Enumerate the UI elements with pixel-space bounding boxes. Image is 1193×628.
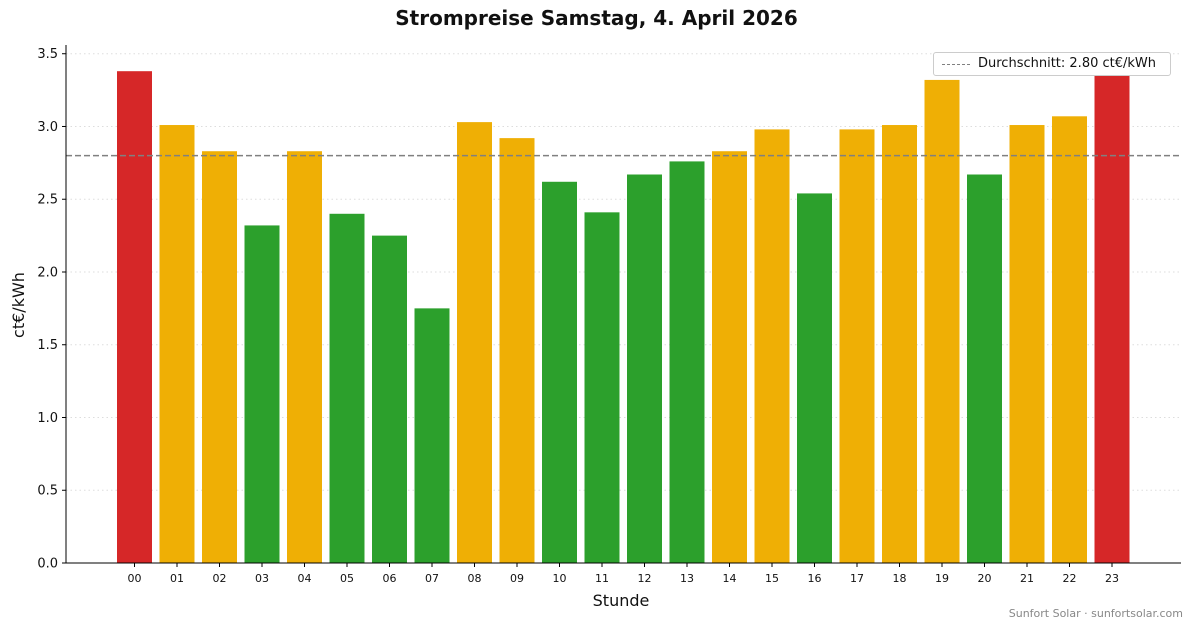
y-tick-label: 0.5 (37, 484, 58, 499)
bar-17 (839, 129, 875, 564)
footer-credit: Sunfort Solar · sunfortsolar.com (1008, 607, 1183, 620)
y-tick-label: 2.5 (37, 193, 58, 208)
bar-23 (1094, 71, 1130, 563)
x-tick-label: 09 (510, 572, 524, 585)
x-tick-label: 05 (340, 572, 354, 585)
x-tick-label: 13 (680, 572, 694, 585)
x-tick-label: 22 (1063, 572, 1077, 585)
bar-12 (627, 174, 662, 563)
x-tick-label: 07 (425, 572, 439, 585)
bars (117, 71, 1130, 564)
bar-22 (1052, 116, 1087, 563)
x-tick-label: 06 (383, 572, 397, 585)
y-tick-label: 1.5 (37, 338, 58, 353)
x-tick-label: 02 (213, 572, 227, 585)
y-ticks: 0.0 0.5 1.0 1.5 2.0 2.5 3.0 3.5 (37, 47, 66, 572)
x-tick-label: 11 (595, 572, 609, 585)
x-tick-label: 08 (468, 572, 482, 585)
x-tick-label: 14 (723, 572, 737, 585)
legend-average-label: Durchschnitt: 2.80 ct€/kWh (978, 56, 1157, 71)
y-axis-label: ct€/kWh (9, 272, 28, 338)
x-tick-label: 17 (850, 572, 864, 585)
x-tick-label: 20 (978, 572, 992, 585)
x-ticks: 00 01 02 03 04 05 06 07 08 09 10 11 12 13 14 15 16 17 18 19… (128, 563, 1119, 585)
bar-18 (882, 125, 917, 564)
x-tick-label: 03 (255, 572, 269, 585)
x-tick-label: 19 (935, 572, 949, 585)
bar-11 (584, 212, 620, 563)
legend-average-swatch (942, 64, 970, 65)
x-tick-label: 12 (638, 572, 652, 585)
bar-15 (754, 129, 790, 564)
x-tick-label: 15 (765, 572, 779, 585)
bar-04 (287, 151, 322, 563)
bar-10 (542, 181, 577, 564)
bar-19 (924, 79, 960, 563)
x-axis-label: Stunde (593, 591, 650, 610)
bar-08 (457, 122, 492, 563)
legend: Durchschnitt: 2.80 ct€/kWh (933, 52, 1171, 76)
bar-20 (967, 174, 1002, 563)
bar-01 (159, 125, 195, 564)
y-tick-label: 0.0 (37, 557, 58, 572)
x-tick-label: 21 (1020, 572, 1034, 585)
bar-05 (329, 213, 365, 564)
bar-16 (797, 193, 832, 564)
y-tick-label: 3.5 (37, 47, 58, 62)
bar-21 (1009, 125, 1045, 564)
x-tick-label: 10 (553, 572, 567, 585)
bar-13 (669, 161, 705, 564)
x-tick-label: 23 (1105, 572, 1119, 585)
axes (65, 45, 1181, 564)
x-tick-label: 01 (170, 572, 184, 585)
y-tick-label: 3.0 (37, 120, 58, 135)
bar-03 (244, 225, 280, 563)
bar-00 (117, 71, 152, 563)
chart-title: Strompreise Samstag, 4. April 2026 (395, 6, 798, 30)
x-tick-label: 00 (128, 572, 142, 585)
x-tick-label: 18 (893, 572, 907, 585)
bar-06 (372, 235, 407, 563)
bar-07 (414, 308, 450, 563)
y-tick-label: 1.0 (37, 411, 58, 426)
x-tick-label: 16 (808, 572, 822, 585)
bar-14 (712, 151, 747, 563)
bar-09 (499, 138, 535, 563)
x-tick-label: 04 (298, 572, 312, 585)
y-tick-label: 2.0 (37, 265, 58, 280)
bar-02 (202, 151, 237, 563)
